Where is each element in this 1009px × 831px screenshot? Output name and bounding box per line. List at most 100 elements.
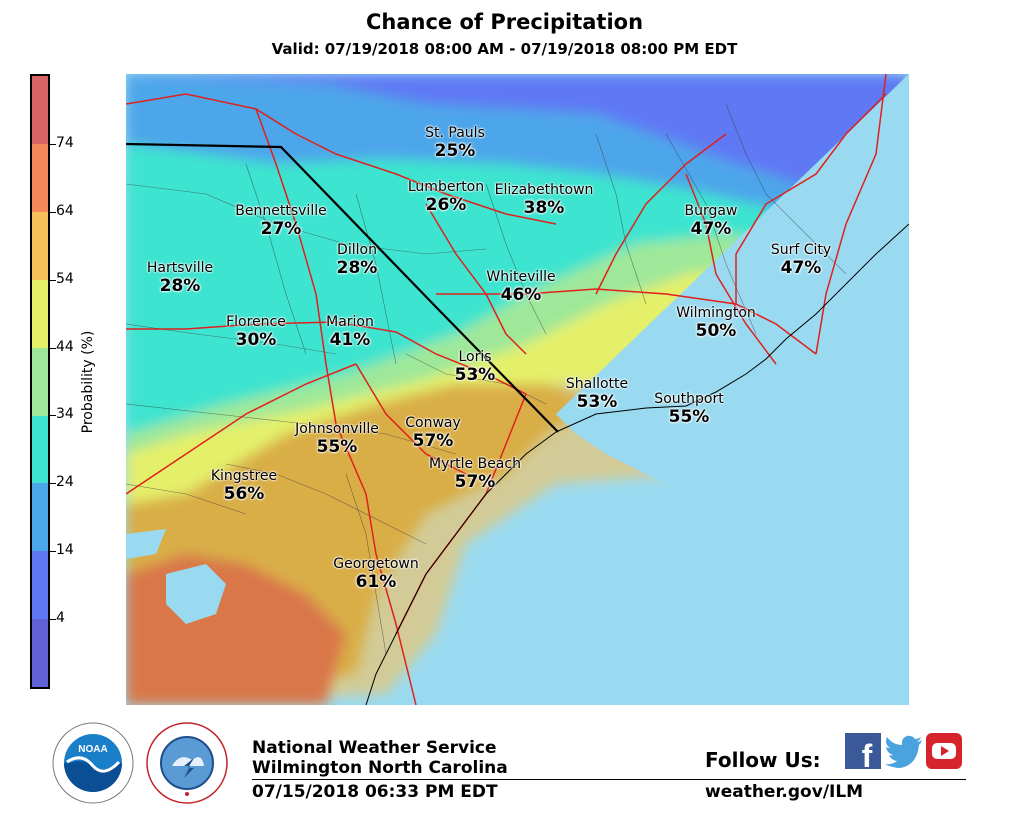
precipitation-map: [126, 74, 909, 705]
colorbar-tick-label: 74: [56, 134, 74, 151]
city-kingstree: Kingstree 56%: [211, 468, 277, 504]
lake-moultrie: [166, 564, 226, 624]
colorbar-tick-label: 34: [56, 406, 74, 423]
colorbar-tick: [50, 279, 56, 281]
nws-office-name: Wilmington North Carolina: [252, 758, 508, 778]
city-probability: 30%: [235, 330, 277, 350]
footer-divider: [252, 779, 966, 780]
city-burgaw: Burgaw 47%: [685, 203, 738, 239]
colorbar-tick-label: 64: [56, 202, 74, 219]
city-southport: Southport 55%: [654, 391, 723, 427]
city-probability: 57%: [412, 431, 454, 451]
colorbar-tick-label: 4: [56, 610, 65, 627]
valid-period: Valid: 07/19/2018 08:00 AM - 07/19/2018 …: [271, 40, 738, 58]
city-name: Hartsville: [146, 260, 214, 276]
colorbar-tick: [50, 483, 56, 485]
city-name: Wilmington: [676, 305, 756, 321]
map-title: Chance of Precipitation: [365, 10, 644, 34]
colorbar-segment: [32, 211, 48, 280]
city-probability: 61%: [355, 572, 397, 592]
city-name: Loris: [458, 349, 492, 365]
city-florence: Florence 30%: [226, 314, 286, 350]
facebook-icon[interactable]: f: [845, 733, 881, 769]
city-st-pauls: St. Pauls 25%: [425, 125, 485, 161]
city-name: Marion: [326, 314, 374, 330]
city-elizabethtown: Elizabethtown 38%: [495, 182, 594, 218]
probability-colorbar: [30, 74, 50, 689]
lake-marion: [126, 529, 166, 559]
colorbar-segment: [32, 551, 48, 620]
colorbar-tick-label: 54: [56, 270, 74, 287]
colorbar-tick-label: 14: [56, 542, 74, 559]
city-marion: Marion 41%: [326, 314, 374, 350]
noaa-logo[interactable]: NOAA: [52, 722, 134, 804]
city-probability: 53%: [576, 392, 618, 412]
city-wilmington: Wilmington 50%: [676, 305, 756, 341]
city-probability: 38%: [523, 198, 565, 218]
youtube-icon[interactable]: [926, 733, 962, 769]
city-name: Burgaw: [684, 203, 738, 219]
colorbar-tick: [50, 211, 56, 213]
city-lumberton: Lumberton 26%: [408, 179, 484, 215]
city-dillon: Dillon 28%: [337, 242, 378, 278]
city-probability: 57%: [454, 472, 496, 492]
colorbar-segment: [32, 143, 48, 212]
nws-org-name: National Weather Service: [252, 738, 497, 758]
city-name: Dillon: [337, 242, 377, 258]
city-probability: 25%: [434, 141, 476, 161]
city-name: Lumberton: [407, 179, 485, 195]
colorbar-segment: [32, 415, 48, 484]
city-name: Shallotte: [565, 376, 629, 392]
highways: [126, 74, 887, 705]
issued-timestamp: 07/15/2018 06:33 PM EDT: [252, 782, 498, 802]
city-probability: 41%: [329, 330, 371, 350]
city-name: Southport: [654, 391, 724, 407]
colorbar-segment: [32, 279, 48, 348]
city-name: Georgetown: [333, 556, 419, 572]
city-name: Kingstree: [210, 468, 278, 484]
city-probability: 28%: [159, 276, 201, 296]
colorbar-segment: [32, 347, 48, 416]
city-probability: 46%: [500, 285, 542, 305]
city-name: Bennettsville: [235, 203, 327, 219]
city-probability: 55%: [668, 407, 710, 427]
city-probability: 56%: [223, 484, 265, 504]
website-link[interactable]: weather.gov/ILM: [705, 782, 864, 802]
probability-fill: [126, 74, 909, 705]
city-probability: 28%: [336, 258, 378, 278]
noaa-wordmark: NOAA: [78, 744, 107, 755]
colorbar-tick: [50, 551, 56, 553]
colorbar-segment: [32, 483, 48, 552]
city-probability: 47%: [690, 219, 732, 239]
city-name: St. Pauls: [425, 125, 485, 141]
twitter-icon[interactable]: [884, 733, 924, 769]
county-lines: [126, 103, 847, 655]
city-probability: 26%: [425, 195, 467, 215]
city-whiteville: Whiteville 46%: [486, 269, 555, 305]
city-name: Myrtle Beach: [429, 456, 521, 472]
city-probability: 27%: [260, 219, 302, 239]
coastline: [365, 223, 909, 705]
city-myrtle-beach: Myrtle Beach 57%: [429, 456, 521, 492]
city-name: Whiteville: [486, 269, 556, 285]
colorbar-title: Probability (%): [80, 330, 96, 434]
city-bennettsville: Bennettsville 27%: [235, 203, 326, 239]
city-probability: 50%: [695, 321, 737, 341]
city-conway: Conway 57%: [405, 415, 461, 451]
city-probability: 53%: [454, 365, 496, 385]
state-border: [126, 142, 559, 433]
city-loris: Loris 53%: [455, 349, 496, 385]
colorbar-tick: [50, 347, 56, 349]
colorbar-tick: [50, 619, 56, 621]
colorbar-tick-label: 44: [56, 338, 74, 355]
city-georgetown: Georgetown 61%: [333, 556, 418, 592]
city-name: Johnsonville: [295, 421, 379, 437]
city-probability: 55%: [316, 437, 358, 457]
city-surf-city: Surf City 47%: [771, 242, 831, 278]
city-probability: 47%: [780, 258, 822, 278]
city-shallotte: Shallotte 53%: [566, 376, 628, 412]
city-name: Elizabethtown: [494, 182, 594, 198]
city-name: Conway: [405, 415, 461, 431]
city-johnsonville: Johnsonville 55%: [295, 421, 379, 457]
nws-logo[interactable]: [146, 722, 228, 804]
